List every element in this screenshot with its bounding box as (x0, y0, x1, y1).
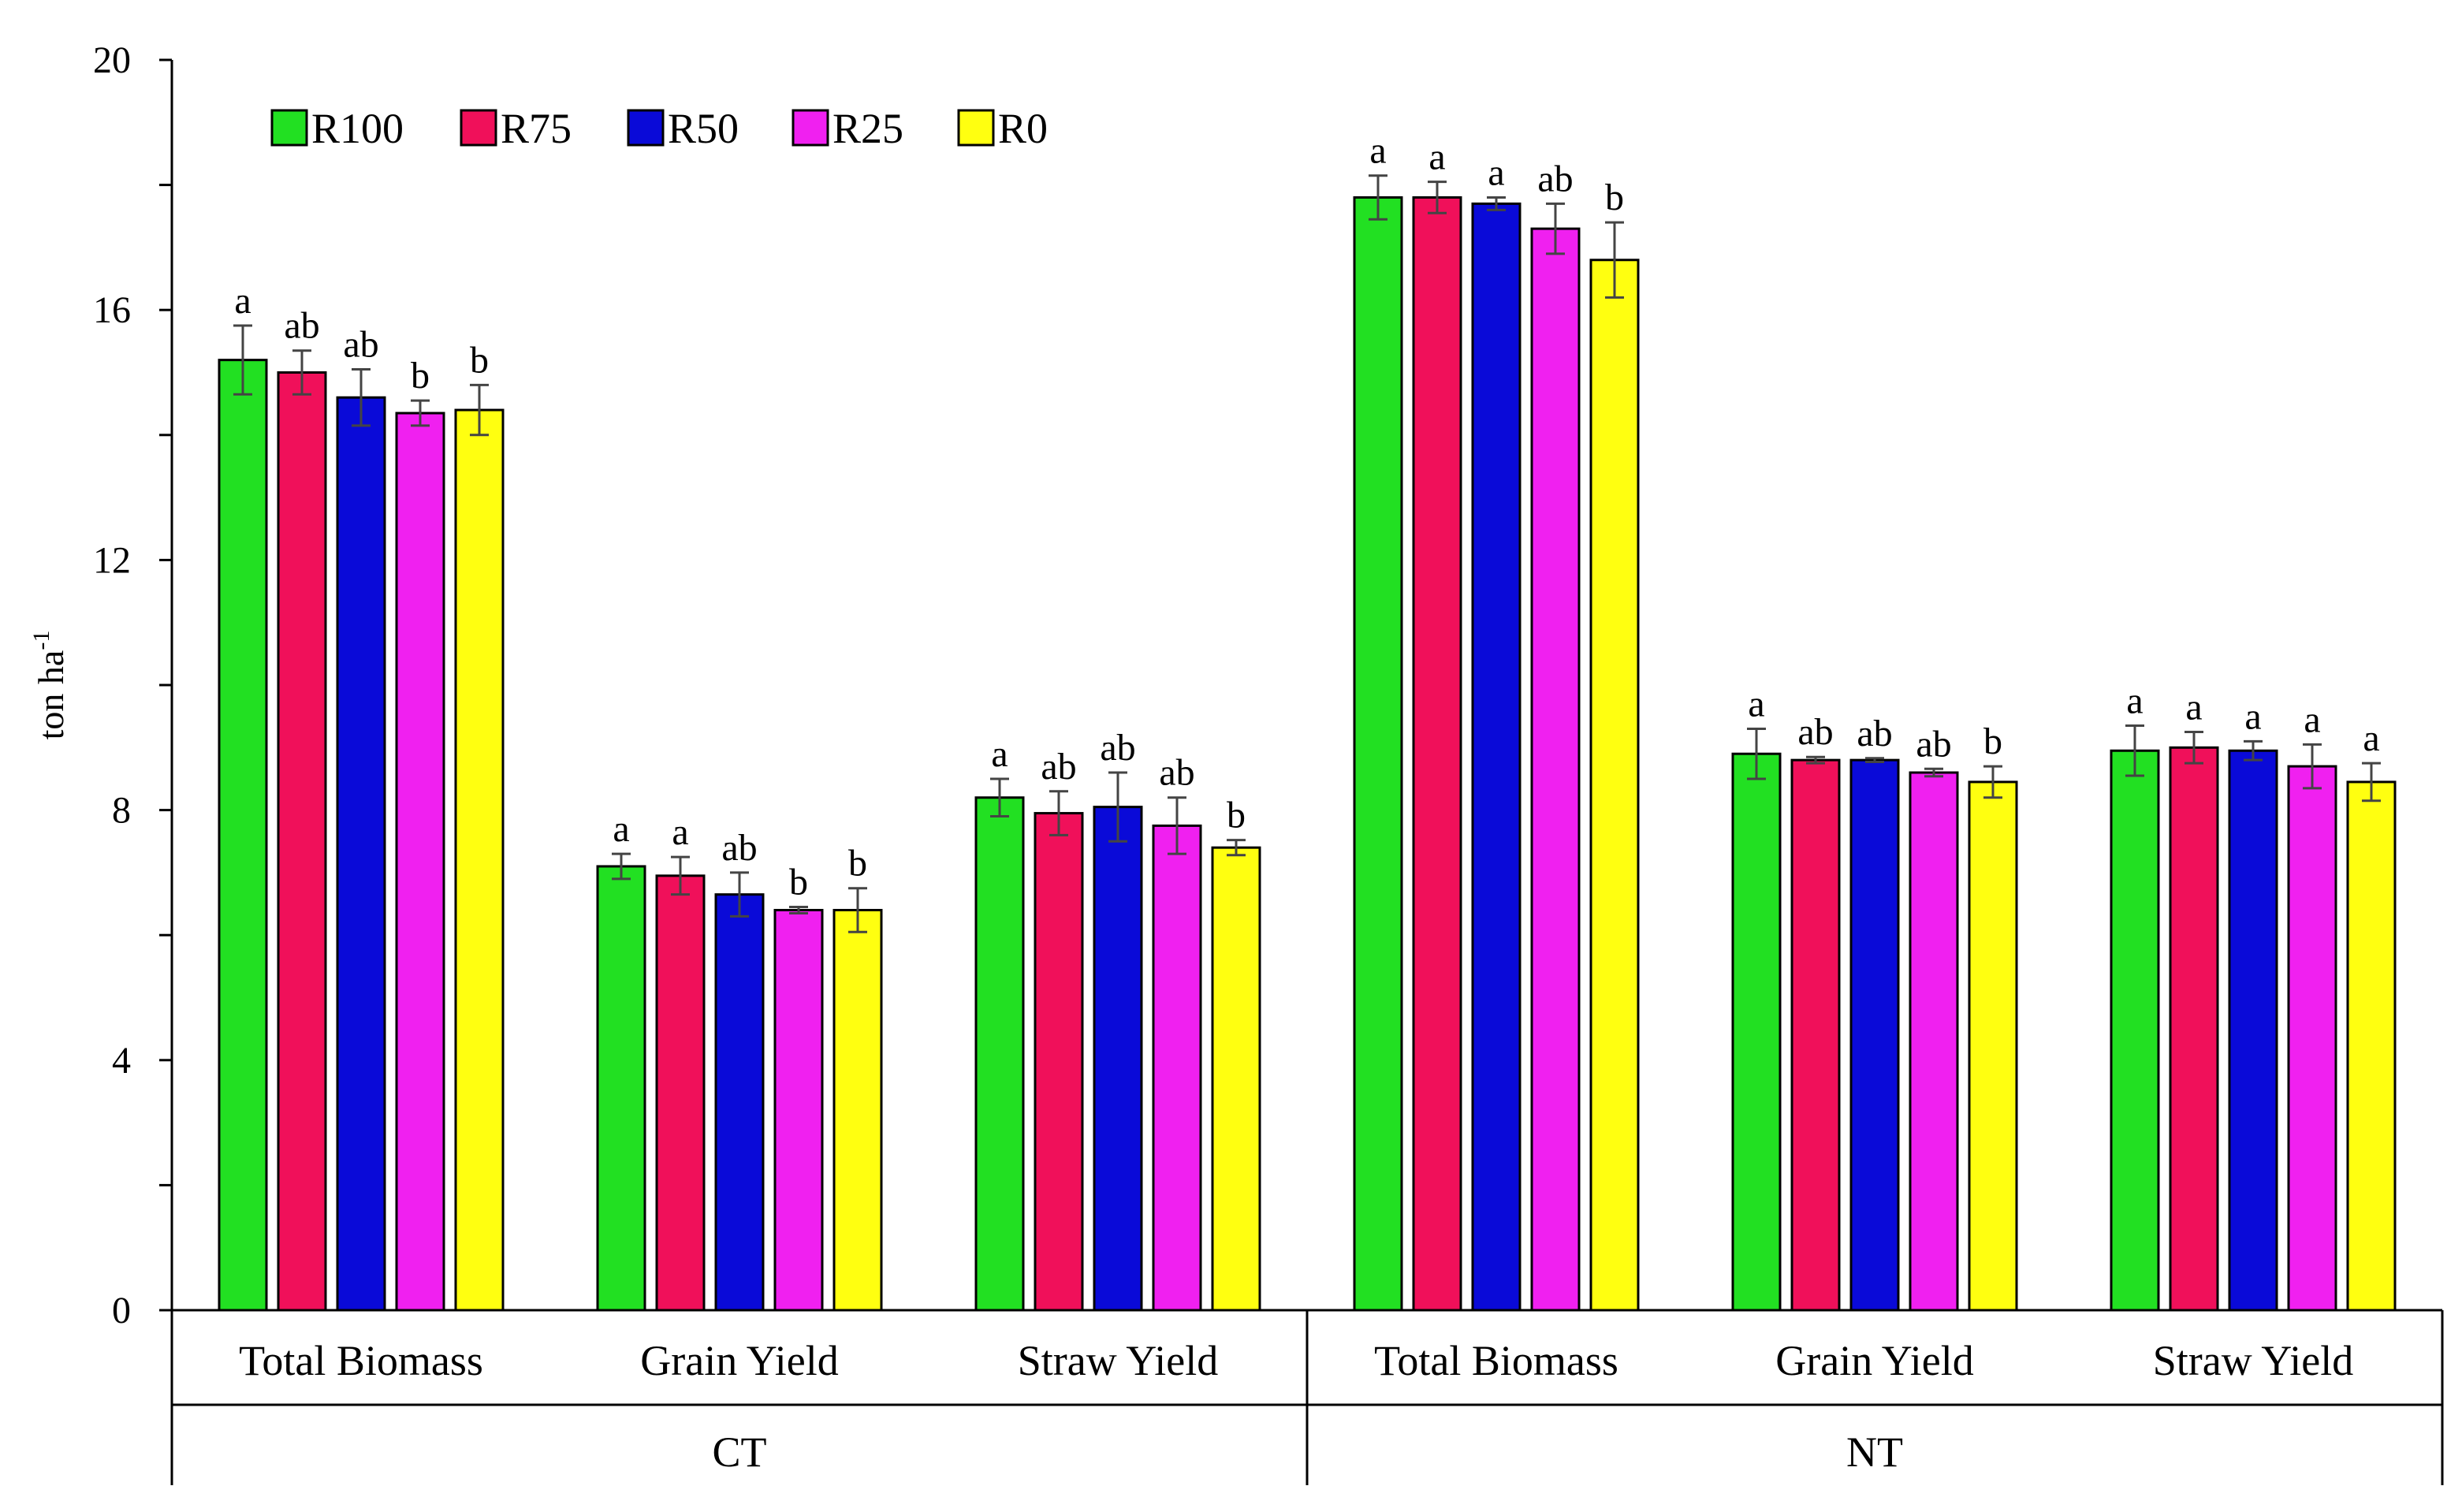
bar-r75 (277, 371, 327, 1312)
y-axis: 0 4 8 12 16 20 ton ha-1 (28, 39, 173, 1331)
bar-r50 (1093, 806, 1143, 1312)
x-category-label: Total Biomass (239, 1337, 483, 1384)
y-axis-label: ton ha-1 (28, 631, 71, 740)
bar-r0 (1968, 780, 2018, 1312)
significance-label: a (2304, 698, 2320, 740)
x-category-label: Straw Yield (2153, 1337, 2353, 1384)
significance-label: a (234, 280, 251, 322)
bar-r50 (336, 396, 386, 1312)
x-category-label: Grain Yield (640, 1337, 838, 1384)
bar-r75 (2169, 746, 2219, 1312)
bar-r50 (714, 893, 765, 1312)
significance-label: ab (1100, 727, 1135, 769)
y-tick-label: 0 (112, 1290, 131, 1331)
y-tick-label: 16 (93, 289, 131, 331)
bar-r0 (2346, 780, 2397, 1312)
bar-r0 (454, 408, 505, 1312)
error-bars-layer (233, 174, 2381, 933)
y-tick-label: 4 (112, 1040, 131, 1082)
significance-label: a (613, 808, 629, 850)
significance-label: a (2244, 695, 2261, 737)
x-category-label: Grain Yield (1775, 1337, 1973, 1384)
bar-r0 (832, 908, 883, 1312)
significance-label: ab (284, 305, 319, 347)
significance-label: b (848, 843, 867, 884)
significance-label: a (1748, 683, 1764, 725)
significance-label: b (470, 339, 489, 381)
bar-r75 (1790, 758, 1841, 1312)
x-axis: Total Biomass Grain Yield Straw Yield Total… (170, 1309, 2444, 1485)
bar-r25 (1530, 227, 1581, 1312)
bar-r100 (596, 865, 646, 1312)
y-axis-label-text: ton ha (31, 650, 71, 740)
bar-r100 (2110, 749, 2160, 1312)
bar-r50 (2228, 749, 2278, 1312)
significance-label: a (2126, 680, 2143, 722)
bar-r25 (773, 908, 824, 1312)
bar-r100 (1731, 752, 1782, 1312)
legend-label: R75 (501, 105, 572, 152)
bar-r100 (1353, 196, 1403, 1312)
x-group-label: CT (712, 1428, 766, 1476)
legend-label: R25 (832, 105, 903, 152)
significance-label: ab (343, 324, 378, 366)
significance-label: ab (1857, 713, 1892, 754)
bar-r25 (1152, 824, 1202, 1312)
bar-r0 (1589, 259, 1640, 1312)
significance-label: b (1983, 721, 2002, 762)
bar-r50 (1471, 202, 1522, 1312)
significance-label: ab (1797, 711, 1833, 753)
significance-label: a (991, 733, 1008, 775)
y-tick-label: 20 (93, 39, 131, 81)
legend-swatch-r50 (627, 109, 665, 147)
significance-label: ab (1916, 723, 1951, 765)
legend-swatch-r75 (460, 109, 497, 147)
legend-swatch-r0 (957, 109, 995, 147)
legend-swatch-r100 (270, 109, 308, 147)
legend-label: R100 (311, 105, 404, 152)
significance-label: a (2363, 717, 2379, 759)
significance-label: a (1369, 130, 1386, 172)
x-category-label: Straw Yield (1018, 1337, 1218, 1384)
bar-r25 (395, 412, 445, 1312)
significance-label: b (1227, 795, 1246, 836)
bar-r25 (1909, 771, 1959, 1312)
y-axis-label-superscript: -1 (28, 631, 54, 650)
bar-r25 (2287, 765, 2337, 1312)
bars-layer (218, 196, 2397, 1312)
x-group-label: NT (1846, 1428, 1903, 1476)
significance-label: a (2185, 686, 2202, 728)
bar-r75 (655, 874, 706, 1312)
legend-label: R0 (998, 105, 1048, 152)
bar-r100 (974, 796, 1025, 1312)
significance-label: a (1428, 136, 1445, 178)
y-tick-label: 12 (93, 539, 131, 581)
significance-label: b (411, 355, 430, 397)
bar-r50 (1849, 758, 1900, 1312)
legend-label: R50 (668, 105, 739, 152)
bar-r75 (1412, 196, 1462, 1312)
significance-label: b (789, 862, 808, 903)
significance-label: a (672, 811, 688, 853)
bar-r100 (218, 359, 268, 1312)
significance-label: b (1605, 177, 1624, 218)
bar-r0 (1211, 846, 1261, 1312)
significance-label: ab (1537, 158, 1573, 199)
y-tick-label: 8 (112, 790, 131, 832)
legend: R100 R75 R50 R25 R0 (270, 105, 1048, 152)
legend-swatch-r25 (791, 109, 829, 147)
bar-r75 (1034, 812, 1084, 1312)
significance-label: ab (1159, 752, 1194, 794)
x-category-label: Total Biomass (1374, 1337, 1618, 1384)
significance-label: a (1488, 151, 1504, 193)
significance-label: ab (721, 827, 757, 869)
significance-label: ab (1041, 746, 1076, 788)
